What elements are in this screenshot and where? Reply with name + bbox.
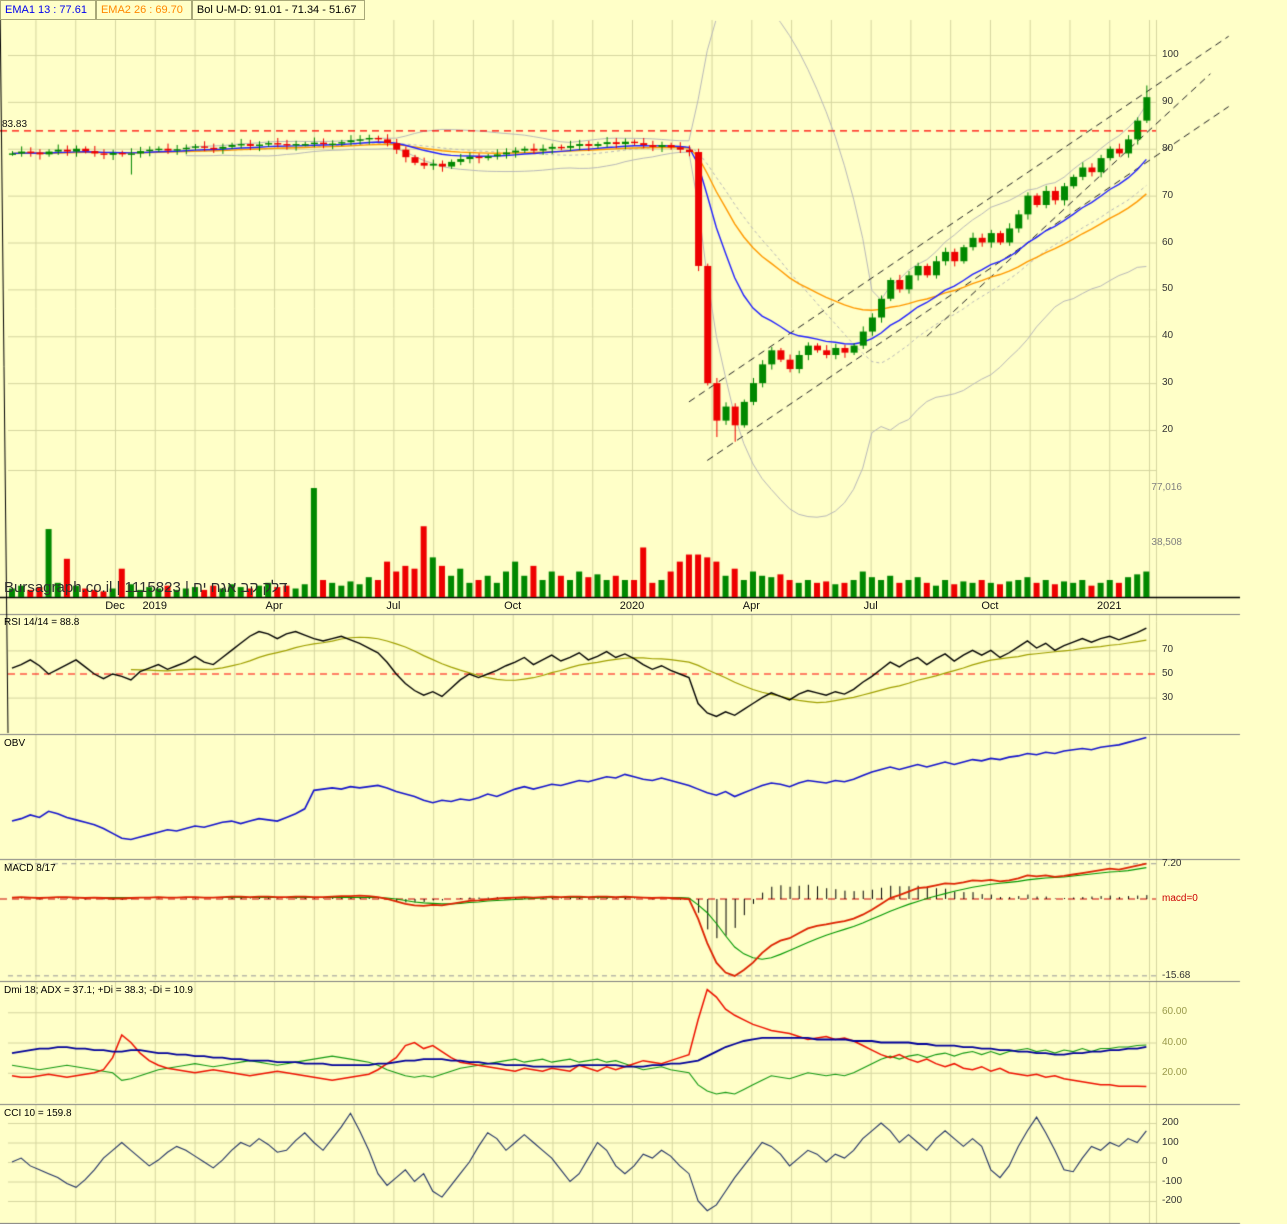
price-axis-tick: 90	[1162, 95, 1174, 107]
cci-axis-tick: 100	[1162, 1136, 1179, 1148]
time-axis-label: Jul	[386, 600, 401, 612]
price-axis-tick: 30	[1162, 377, 1174, 389]
time-axis-label: 2019	[142, 600, 167, 612]
dmi-axis-tick: 40.00	[1162, 1036, 1188, 1048]
price-axis-tick: 40	[1162, 330, 1174, 342]
price-axis-tick: 80	[1162, 142, 1174, 154]
ema2-label: EMA2 26 : 69.70	[95, 0, 192, 20]
rsi-axis-tick: 70	[1162, 644, 1174, 656]
obv-panel-label: OBV	[4, 738, 26, 749]
rsi-axis-tick: 30	[1162, 691, 1174, 703]
macd-axis-tick: -15.68	[1162, 969, 1191, 981]
time-axis-label: Jul	[863, 600, 878, 612]
dmi-axis-tick: 20.00	[1162, 1066, 1188, 1078]
branding-text: Bursagraph.co.il | 1115823 | דלק קב אגח …	[4, 579, 288, 596]
price-axis-tick: 20	[1162, 424, 1174, 435]
macd-axis-tick: macd=0	[1162, 893, 1198, 904]
time-axis-label: Oct	[981, 600, 999, 612]
time-axis-label: Oct	[504, 600, 522, 612]
cci-axis-tick: 200	[1162, 1117, 1179, 1128]
cci-panel-label: CCI 10 = 159.8	[4, 1108, 72, 1119]
macd-axis-tick: 7.20	[1162, 857, 1182, 869]
dmi-panel-label: Dmi 18; ADX = 37.1; +Di = 38.3; -Di = 10…	[4, 985, 193, 996]
indicator-header: EMA1 13 : 77.61 EMA2 26 : 69.70 Bol U-M-…	[0, 0, 366, 20]
time-axis-label: 2021	[1097, 600, 1122, 612]
cci-axis-tick: -100	[1162, 1175, 1183, 1187]
rsi-axis-tick: 50	[1162, 668, 1174, 679]
bollinger-label: Bol U-M-D: 91.01 - 71.34 - 51.67	[191, 0, 366, 20]
cci-axis-tick: 0	[1162, 1156, 1168, 1167]
price-axis-tick: 60	[1162, 236, 1174, 248]
macd-panel-label: MACD 8/17	[4, 863, 56, 874]
price-axis-tick: 50	[1162, 283, 1174, 295]
ema1-label: EMA1 13 : 77.61	[0, 0, 96, 20]
resistance-level-label: 83.83	[2, 119, 28, 130]
price-axis-tick: 100	[1162, 49, 1179, 60]
time-axis-label: Apr	[265, 600, 283, 612]
volume-axis-tick: 77,016	[1151, 482, 1182, 494]
volume-axis-tick: 38,508	[1151, 536, 1182, 548]
dmi-axis-tick: 60.00	[1162, 1006, 1188, 1018]
cci-axis-tick: -200	[1162, 1195, 1183, 1206]
time-axis-label: Dec	[105, 600, 125, 612]
rsi-panel-label: RSI 14/14 = 88.8	[4, 617, 80, 628]
time-axis-label: 2020	[619, 600, 645, 612]
time-axis-label: Apr	[742, 600, 760, 612]
price-axis-tick: 70	[1162, 189, 1174, 201]
